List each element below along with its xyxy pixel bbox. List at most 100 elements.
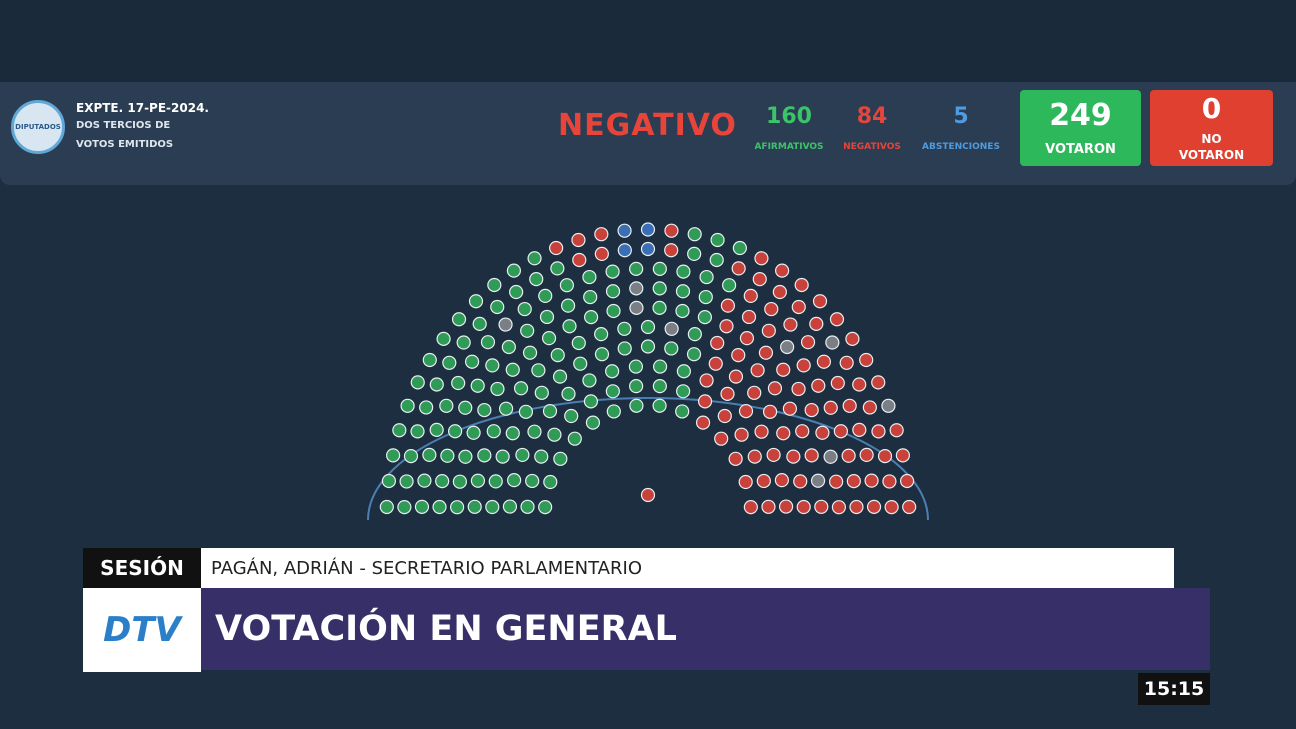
seat — [732, 240, 747, 256]
seat — [572, 252, 587, 268]
seat — [741, 309, 757, 325]
seat — [552, 369, 568, 384]
seat — [547, 427, 562, 442]
seat — [629, 261, 644, 276]
seat — [778, 499, 794, 514]
seat — [439, 398, 454, 413]
seat — [458, 400, 473, 415]
voted-box: 249 VOTARON — [1020, 90, 1141, 166]
chamber-logo: DIPUTADOS — [11, 100, 65, 154]
seat — [652, 398, 667, 413]
seat — [488, 474, 503, 489]
seat — [520, 499, 535, 514]
seat — [758, 345, 774, 360]
seat — [754, 251, 769, 266]
voted-count: 249 — [1049, 98, 1112, 133]
seat — [467, 499, 482, 514]
seat — [605, 384, 620, 399]
seat — [664, 321, 679, 336]
seat — [728, 369, 744, 384]
seat — [605, 364, 620, 379]
count: 84 — [856, 104, 888, 129]
seat — [506, 263, 522, 278]
seat — [466, 425, 481, 440]
seat — [417, 473, 432, 488]
seat — [562, 319, 577, 334]
seat — [456, 335, 471, 350]
seat — [414, 499, 430, 514]
seat — [687, 327, 702, 342]
seat — [527, 424, 542, 439]
not-voted-count: 0 — [1201, 92, 1222, 125]
seat — [652, 281, 667, 296]
session-tag: SESIÓN — [83, 548, 201, 588]
seat — [731, 347, 746, 363]
seat — [571, 335, 586, 351]
seat — [564, 408, 579, 424]
seat — [583, 394, 599, 409]
seat — [477, 402, 492, 418]
voted-label: VOTARON — [1045, 142, 1116, 157]
seat — [515, 447, 530, 463]
seat — [617, 243, 632, 258]
seat — [871, 375, 886, 390]
seat — [594, 327, 609, 342]
seat — [531, 363, 546, 378]
seat — [720, 298, 736, 313]
seat — [498, 401, 514, 416]
seat — [664, 223, 679, 238]
seat — [652, 379, 667, 394]
seat — [606, 303, 621, 319]
seat — [780, 339, 795, 355]
seat — [754, 424, 769, 439]
seat — [550, 261, 565, 276]
seat — [719, 319, 734, 334]
seat — [761, 323, 776, 338]
seat — [435, 474, 450, 489]
seat — [791, 381, 806, 397]
seat — [485, 358, 500, 373]
seat — [776, 426, 791, 441]
seat — [720, 386, 735, 401]
seat — [640, 222, 656, 237]
seat — [538, 288, 553, 304]
seat — [687, 227, 702, 242]
seat — [429, 377, 444, 392]
seat — [800, 335, 816, 350]
seat — [583, 289, 598, 305]
seat — [697, 394, 713, 409]
outer-arc — [367, 397, 929, 521]
count-label: ABSTENCIONES — [922, 142, 1000, 152]
seat — [507, 473, 522, 488]
seat — [652, 261, 667, 276]
count: 160 — [766, 104, 812, 129]
seat — [889, 423, 904, 438]
seat — [699, 373, 714, 388]
seat — [895, 448, 910, 463]
seat — [617, 223, 632, 238]
seat — [571, 232, 586, 248]
seat — [743, 500, 758, 515]
seat — [440, 448, 455, 463]
seat — [629, 300, 644, 315]
seat — [825, 335, 840, 350]
seat — [470, 473, 486, 488]
seat — [468, 294, 484, 309]
seat — [629, 398, 644, 413]
seat — [747, 449, 762, 464]
seat — [708, 356, 723, 371]
seat — [786, 449, 801, 464]
seat — [486, 424, 501, 439]
seat — [734, 427, 749, 442]
seat — [804, 402, 819, 418]
seat — [534, 449, 549, 464]
seat — [505, 362, 520, 377]
seat — [640, 339, 656, 354]
seat — [379, 499, 394, 515]
seat — [782, 401, 798, 416]
seat — [815, 425, 830, 440]
seat — [429, 422, 444, 437]
majority-line: DOS TERCIOS DE — [76, 120, 171, 131]
seat — [485, 499, 500, 515]
